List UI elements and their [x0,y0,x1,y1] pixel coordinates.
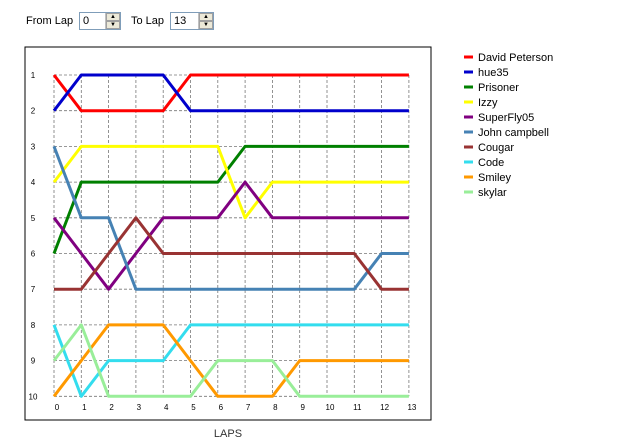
legend-label: skylar [478,187,507,199]
legend-label: Prisoner [478,82,519,94]
plot-frame [24,46,432,421]
legend-label: Code [478,157,504,169]
x-tick-label: 8 [273,403,278,412]
x-tick-label: 0 [55,403,60,412]
from-lap-down-button[interactable]: ▼ [106,21,120,29]
y-tick-label: 9 [31,357,36,366]
y-tick-label: 1 [31,71,36,80]
x-tick-label: 6 [219,403,224,412]
x-tick-label: 1 [82,403,87,412]
x-tick-label: 9 [300,403,305,412]
series-line-8 [52,323,409,398]
x-tick-label: 12 [380,403,389,412]
from-lap-spinner[interactable]: 0 ▲ ▼ [79,12,121,30]
legend-label: David Peterson [478,52,553,64]
y-tick-label: 8 [31,321,36,330]
x-tick-label: 11 [353,403,362,412]
series-line-3 [52,144,409,220]
legend-label: hue35 [478,67,509,79]
y-tick-label: 7 [31,285,36,294]
x-tick-label: 2 [109,403,114,412]
y-tick-label: 6 [31,250,36,259]
from-lap-label: From Lap [26,15,74,27]
to-lap-up-button[interactable]: ▲ [199,13,213,21]
arrow-down-icon: ▼ [110,22,116,28]
series-lines [52,73,409,398]
series-line-1 [52,73,409,113]
from-lap-input[interactable]: 0 [83,15,90,27]
series-line-6 [54,216,409,291]
x-tick-label: 7 [246,403,251,412]
y-tick-label: 2 [31,107,36,116]
series-line-7 [52,323,409,398]
y-tick-label: 10 [29,392,38,401]
from-lap-up-button[interactable]: ▲ [106,13,120,21]
to-lap-down-button[interactable]: ▼ [199,21,213,29]
series-line-2 [52,144,409,255]
x-tick-label: 3 [137,403,142,412]
series-line-9 [52,323,409,398]
legend-label: Smiley [478,172,512,184]
x-tick-label: 5 [191,403,196,412]
y-tick-labels: 1 2 3 4 5 6 7 8 9 10 [29,71,38,401]
arrow-up-icon: ▲ [110,14,116,20]
legend-label: Izzy [478,97,498,109]
y-tick-label: 4 [31,178,36,187]
x-tick-label: 4 [164,403,169,412]
x-axis-label: LAPS [214,428,242,440]
series-line-0 [52,73,409,113]
x-tick-label: 13 [407,403,416,412]
y-tick-label: 3 [31,142,36,151]
legend: David Peterson hue35 Prisoner Izzy SuperFly0… [464,52,553,199]
y-tick-label: 5 [31,214,36,223]
arrow-up-icon: ▲ [203,14,209,20]
series-line-4 [52,180,409,291]
series-line-5 [52,145,409,291]
legend-label: SuperFly05 [478,112,534,124]
to-lap-spinner[interactable]: 13 ▲ ▼ [170,12,214,30]
x-tick-labels: 0 1 2 3 4 5 6 7 8 9 10 11 12 13 [55,403,417,412]
x-tick-label: 10 [326,403,335,412]
arrow-down-icon: ▼ [203,22,209,28]
to-lap-label: To Lap [131,15,165,27]
legend-label: Cougar [478,142,514,154]
legend-label: John campbell [478,127,549,139]
to-lap-input[interactable]: 13 [174,15,187,27]
